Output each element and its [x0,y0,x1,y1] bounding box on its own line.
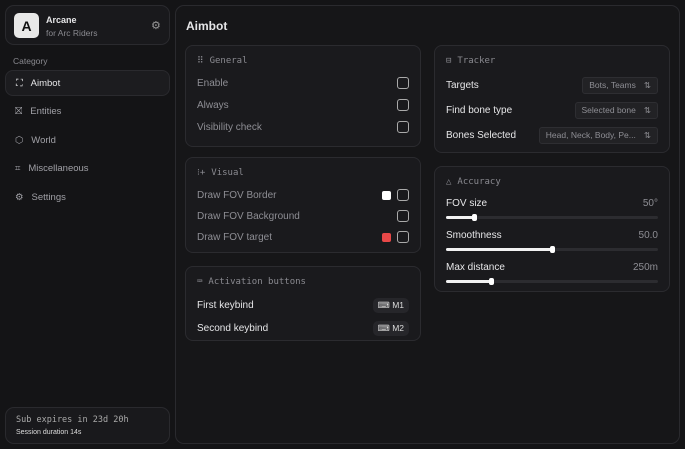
category-label: Category [13,56,48,66]
tracker-card: ⊟ Tracker Targets Bots, Teams ⇅ Find bone ty… [434,45,670,153]
card-title: Tracker [457,56,496,66]
subscription-info: Sub expires in 23d 20h Session duration … [5,407,170,444]
select-arrows-icon: ⇅ [643,105,651,115]
option-checkbox[interactable] [397,99,409,111]
visual-row: Draw FOV target [197,231,409,243]
keybind-label: Second keybind [197,323,269,334]
settings-icon: ⚙ [15,191,24,203]
visual-icon: ⁝+ [197,168,206,178]
card-title: Visual [211,168,244,178]
select-arrows-icon: ⇅ [643,130,651,140]
grid-icon: ⌗ [15,163,21,174]
option-label: Draw FOV Background [197,210,300,222]
sidebar-item-miscellaneous[interactable]: ⌗ Miscellaneous [5,156,170,182]
sidebar-item-settings[interactable]: ⚙ Settings [5,184,170,210]
option-label: Draw FOV Border [197,189,277,201]
keyboard-icon: ⌨ [197,277,203,287]
color-swatch[interactable] [382,232,391,242]
select-value: Bots, Teams [589,80,636,90]
general-row: Always [197,99,409,111]
tracker-row: Targets Bots, Teams ⇅ [446,77,658,94]
tracker-label: Bones Selected [446,130,517,141]
general-row: Enable [197,77,409,89]
tracker-select[interactable]: Head, Neck, Body, Pe... ⇅ [538,127,658,144]
triangle-icon: △ [446,177,452,187]
option-checkbox[interactable] [397,77,409,89]
general-card: ⠿ General Enable Always Visibility check [185,45,421,147]
sidebar-item-aimbot[interactable]: ⛶ Aimbot [5,70,170,96]
tracker-select[interactable]: Selected bone ⇅ [574,102,658,119]
keybind-label: First keybind [197,300,254,311]
sub-expires: Sub expires in 23d 20h [16,415,129,425]
tracker-label: Find bone type [446,105,513,116]
app-name: Arcane [46,15,77,25]
general-icon: ⠿ [197,56,204,66]
slider-label: Max distance [446,262,505,273]
slider-label: Smoothness [446,230,502,241]
app-subtitle: for Arc Riders [46,28,98,38]
session-duration: Session duration 14s [16,429,82,436]
sidebar-item-label: Miscellaneous [28,163,89,174]
option-label: Visibility check [197,121,262,133]
card-title: Accuracy [457,177,501,187]
slider-fill[interactable] [446,246,555,253]
select-value: Selected bone [581,105,636,115]
select-value: Head, Neck, Body, Pe... [545,130,636,140]
select-arrows-icon: ⇅ [643,80,651,90]
tracker-label: Targets [446,80,479,91]
key-value: M2 [392,323,404,333]
brand-header: A Arcane for Arc Riders ⚙ [5,5,170,45]
slider-value: 250m [632,262,658,273]
key-value: M1 [392,300,404,310]
visual-row: Draw FOV Background [197,210,409,222]
slider-row: Max distance 250m [446,262,658,273]
entities-icon: ⛝ [15,106,23,117]
sidebar-item-label: Entities [30,106,62,117]
app-logo: A [14,13,39,38]
card-title: General [209,56,248,66]
slider-track[interactable] [446,278,658,285]
accuracy-card: △ Accuracy FOV size 50° Smoothness 50.0 Max d… [434,166,670,292]
slider-fill[interactable] [446,214,477,221]
tracker-row: Find bone type Selected bone ⇅ [446,102,658,119]
keybind-row: First keybind ⌨ M1 [197,298,409,313]
tracker-icon: ⊟ [446,56,452,66]
slider-label: FOV size [446,198,488,209]
option-checkbox[interactable] [397,231,409,243]
sidebar-item-label: Aimbot [30,77,61,89]
visual-card: ⁝+ Visual Draw FOV Border Draw FOV Backgro… [185,157,421,253]
world-icon: ⬡ [15,134,24,146]
sidebar-item-label: Settings [31,191,66,203]
slider-fill[interactable] [446,278,494,285]
card-title: Activation buttons [208,277,306,287]
color-swatch[interactable] [382,190,391,200]
tracker-select[interactable]: Bots, Teams ⇅ [582,77,658,94]
keybind-button[interactable]: ⌨ M2 [372,321,409,336]
slider-row: FOV size 50° [446,198,658,209]
page-title: Aimbot [186,19,228,33]
option-label: Always [197,99,229,111]
crosshair-icon: ⛶ [16,77,23,89]
slider-value: 50° [642,198,658,209]
slider-track[interactable] [446,214,658,221]
activation-card: ⌨ Activation buttons First keybind ⌨ M1 Sec… [185,266,421,341]
slider-row: Smoothness 50.0 [446,230,658,241]
slider-track[interactable] [446,246,658,253]
option-checkbox[interactable] [397,210,409,222]
tracker-row: Bones Selected Head, Neck, Body, Pe... ⇅ [446,127,658,144]
sidebar-item-world[interactable]: ⬡ World [5,127,170,153]
option-checkbox[interactable] [397,121,409,133]
sidebar-item-label: World [31,134,56,146]
sidebar-item-entities[interactable]: ⛝ Entities [5,99,170,125]
option-checkbox[interactable] [397,189,409,201]
slider-value: 50.0 [638,230,658,241]
option-label: Draw FOV target [197,231,273,243]
gear-icon[interactable]: ⚙ [151,20,161,32]
option-label: Enable [197,77,229,89]
visual-row: Draw FOV Border [197,189,409,201]
keybind-row: Second keybind ⌨ M2 [197,321,409,336]
keybind-button[interactable]: ⌨ M1 [372,298,409,313]
general-row: Visibility check [197,121,409,133]
